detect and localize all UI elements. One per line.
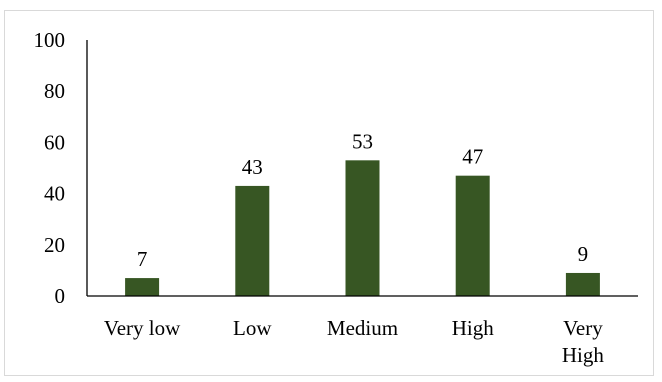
x-category-label: Very High: [562, 316, 605, 367]
y-axis-ticks: 0 20 40 60 80 100: [34, 28, 66, 308]
y-tick-label: 80: [44, 79, 65, 103]
x-category-label: Very low: [104, 316, 181, 340]
data-label: 9: [578, 242, 589, 266]
y-tick-label: 60: [44, 130, 65, 154]
axes: [86, 40, 638, 297]
y-tick-label: 20: [44, 233, 65, 257]
x-category-label: High: [452, 316, 495, 340]
x-category-label: Low: [233, 316, 272, 340]
data-label: 7: [137, 247, 148, 271]
bar: [565, 272, 600, 296]
data-label: 43: [242, 155, 263, 179]
y-tick-label: 40: [44, 182, 65, 206]
data-label: 47: [462, 145, 483, 169]
bar: [125, 278, 160, 296]
bar: [235, 185, 270, 296]
x-category-label: Medium: [327, 316, 398, 340]
chart-frame: [4, 10, 654, 376]
y-tick-label: 0: [55, 284, 66, 308]
bar: [455, 175, 490, 296]
bars: [125, 160, 600, 296]
x-axis-categories: Very low Low Medium High Very High: [104, 316, 605, 367]
data-labels: 7 43 53 47 9: [137, 129, 588, 271]
bar: [345, 160, 380, 296]
data-label: 53: [352, 129, 373, 153]
y-tick-label: 100: [34, 28, 66, 52]
